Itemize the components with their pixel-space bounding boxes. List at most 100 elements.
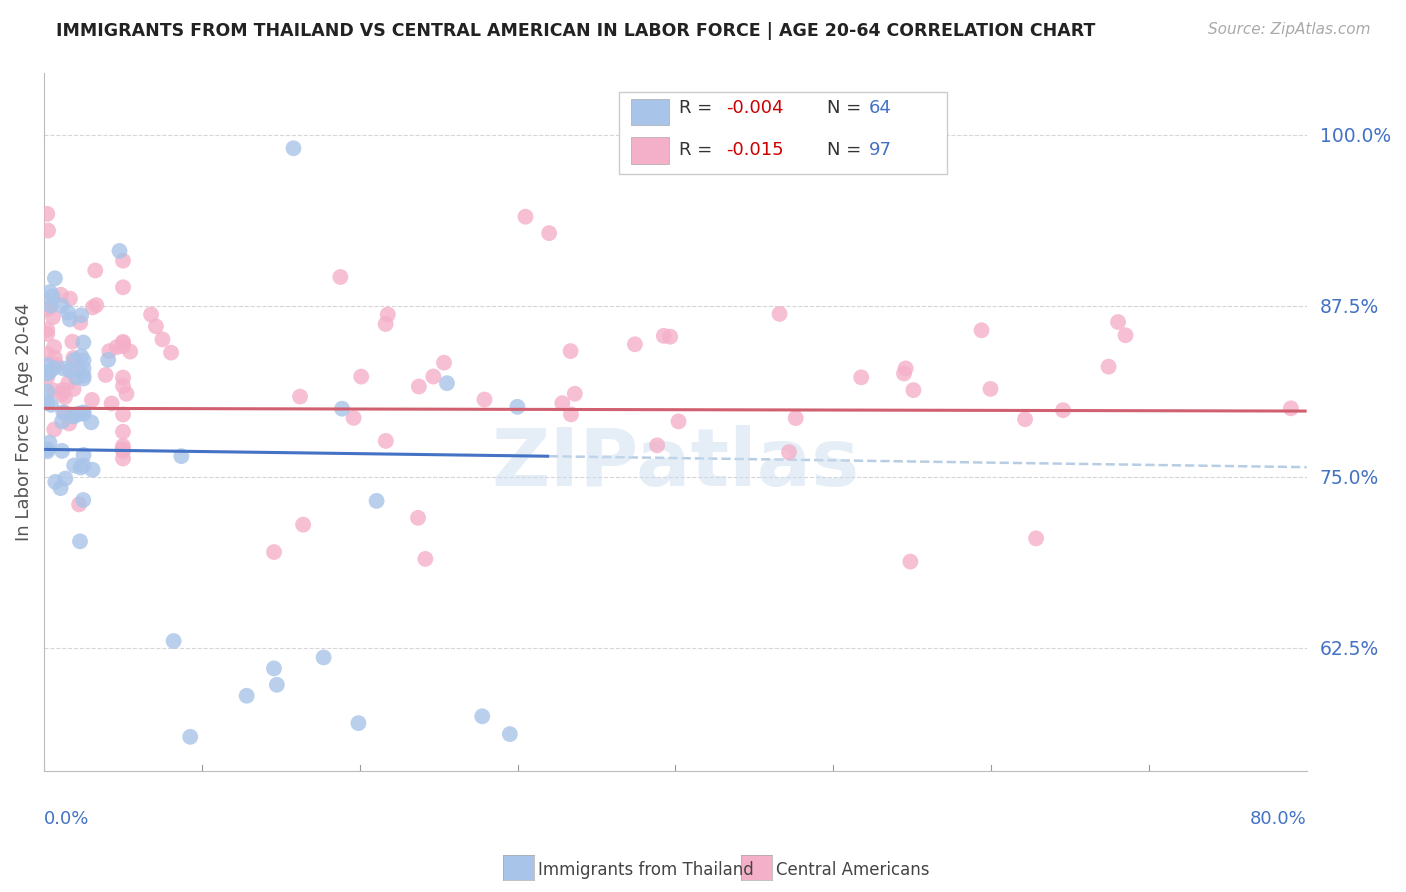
Point — [111, 253, 134, 268]
Point — [84, 263, 107, 277]
Text: N =: N = — [827, 99, 868, 117]
Point — [72, 371, 94, 385]
Point — [979, 382, 1001, 396]
Point — [70, 349, 93, 363]
Point — [37, 442, 59, 457]
Point — [69, 316, 91, 330]
Point — [111, 334, 134, 349]
Point — [263, 661, 285, 675]
Point — [538, 226, 561, 240]
Point — [63, 458, 86, 473]
Text: N =: N = — [827, 141, 868, 159]
Point — [69, 460, 91, 475]
Point — [49, 287, 72, 301]
Point — [37, 347, 59, 361]
Point — [408, 379, 430, 393]
Point — [560, 408, 582, 422]
Text: 97: 97 — [869, 141, 891, 159]
Point — [645, 438, 668, 452]
Point — [65, 370, 87, 384]
Point — [506, 400, 529, 414]
Point — [374, 317, 396, 331]
Point — [152, 332, 174, 346]
Point — [120, 344, 142, 359]
Text: 0.0%: 0.0% — [44, 810, 90, 828]
Point — [111, 444, 134, 458]
Point — [292, 517, 315, 532]
Point — [72, 405, 94, 419]
Point — [69, 534, 91, 549]
Point — [51, 443, 73, 458]
Point — [170, 449, 193, 463]
Text: 64: 64 — [869, 99, 891, 117]
Point — [63, 353, 86, 368]
Point — [377, 308, 399, 322]
Point — [52, 361, 75, 376]
Point — [1279, 401, 1302, 416]
Text: R =: R = — [679, 99, 718, 117]
Point — [162, 634, 184, 648]
Point — [37, 326, 59, 341]
Text: IMMIGRANTS FROM THAILAND VS CENTRAL AMERICAN IN LABOR FORCE | AGE 20-64 CORRELAT: IMMIGRANTS FROM THAILAND VS CENTRAL AMER… — [56, 22, 1095, 40]
Point — [38, 285, 60, 299]
Point — [39, 299, 62, 313]
Point — [72, 353, 94, 368]
Point — [53, 390, 76, 404]
Point — [785, 411, 807, 425]
Point — [67, 407, 90, 421]
Point — [38, 435, 60, 450]
FancyBboxPatch shape — [619, 92, 946, 174]
Y-axis label: In Labor Force | Age 20-64: In Labor Force | Age 20-64 — [15, 303, 32, 541]
Point — [51, 414, 73, 428]
Point — [59, 312, 82, 326]
Point — [67, 497, 90, 511]
Point — [108, 244, 131, 258]
Point — [422, 369, 444, 384]
Point — [329, 270, 352, 285]
Point — [59, 292, 82, 306]
Point — [139, 308, 162, 322]
Point — [115, 386, 138, 401]
Point — [52, 383, 75, 397]
Point — [560, 344, 582, 359]
Point — [851, 370, 873, 384]
Point — [894, 361, 917, 376]
Point — [63, 409, 86, 423]
Text: -0.015: -0.015 — [725, 141, 783, 159]
Point — [330, 401, 353, 416]
Point — [72, 448, 94, 462]
Point — [111, 425, 134, 439]
Point — [44, 271, 66, 285]
Point — [111, 408, 134, 422]
Point — [41, 289, 63, 303]
Point — [652, 329, 675, 343]
Point — [433, 356, 456, 370]
Point — [37, 301, 59, 316]
Point — [72, 335, 94, 350]
Point — [80, 416, 103, 430]
Point — [235, 689, 257, 703]
Point — [51, 387, 73, 401]
Point — [72, 493, 94, 508]
Point — [111, 335, 134, 350]
Point — [44, 360, 66, 375]
Point — [898, 555, 921, 569]
Point — [42, 384, 65, 398]
Point — [60, 334, 83, 349]
Point — [66, 363, 89, 377]
Point — [62, 351, 84, 365]
Point — [59, 363, 82, 377]
Point — [283, 141, 305, 155]
Point — [564, 386, 586, 401]
Point — [84, 298, 107, 312]
Point — [97, 352, 120, 367]
Point — [37, 396, 59, 410]
Point — [72, 407, 94, 421]
Point — [893, 367, 915, 381]
Point — [436, 376, 458, 391]
Point — [70, 308, 93, 322]
Point — [72, 458, 94, 473]
Point — [37, 322, 59, 336]
Point — [768, 307, 790, 321]
Point — [111, 280, 134, 294]
